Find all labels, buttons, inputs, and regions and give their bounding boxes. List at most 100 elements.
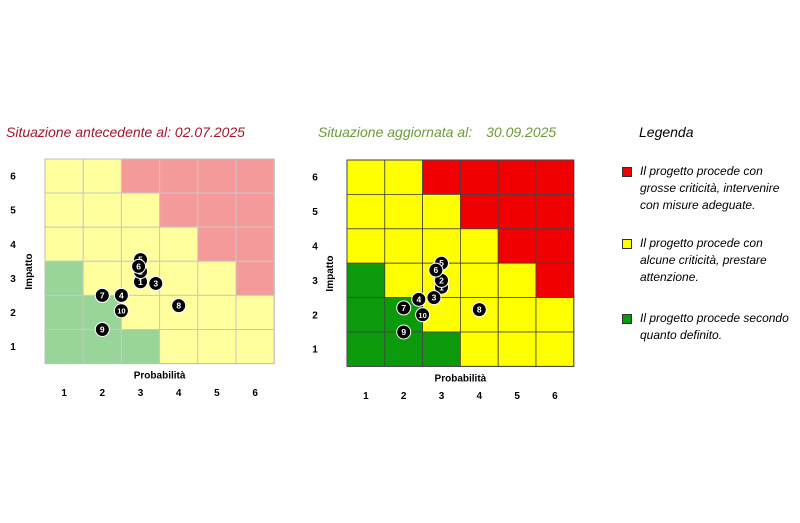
- risk-point-9: 9: [94, 322, 110, 337]
- risk-point-marker: [411, 291, 427, 307]
- matrix-cell: [120, 226, 161, 262]
- legend-swatch-green: [622, 314, 632, 324]
- matrix-cell: [82, 192, 122, 228]
- legend-swatch-red: [622, 167, 632, 177]
- risk-point-marker: [94, 287, 110, 303]
- x-tick-label: 5: [514, 391, 520, 402]
- matrix-cell: [346, 262, 386, 299]
- risk-point-4: 4: [113, 287, 129, 303]
- matrix-cell: [235, 329, 275, 365]
- matrix-cell: [44, 192, 84, 228]
- risk-point-marker: [113, 303, 129, 319]
- x-tick-label: 2: [100, 388, 106, 399]
- matrix-border: [44, 158, 275, 365]
- matrix-cell: [159, 260, 199, 296]
- risk-point-label: 10: [117, 307, 125, 316]
- y-tick-label: 2: [312, 310, 318, 321]
- matrix-cell: [235, 192, 275, 228]
- matrix-cell: [535, 159, 575, 195]
- risk-point-4: 4: [411, 291, 427, 307]
- x-tick-label: 4: [477, 391, 483, 402]
- matrix-cell: [384, 262, 423, 299]
- matrix-cell: [346, 159, 386, 195]
- y-tick-label: 6: [312, 173, 318, 184]
- matrix-cell: [44, 294, 84, 330]
- matrix-cell: [346, 297, 386, 333]
- risk-point-label: 9: [401, 327, 406, 337]
- legend-swatch-yellow: [622, 239, 632, 249]
- risk-point-marker: [428, 262, 444, 278]
- matrix-cell: [44, 260, 84, 296]
- matrix-cell: [497, 331, 537, 367]
- chart-left-title: Situazione antecedente al: 02.07.2025: [6, 124, 245, 140]
- y-tick-label: 5: [312, 207, 318, 218]
- risk-point-3: 3: [148, 275, 164, 291]
- y-tick-label: 1: [10, 342, 16, 353]
- risk-point-9: 9: [396, 324, 412, 340]
- matrix-cell: [535, 228, 575, 264]
- matrix-cell: [120, 329, 161, 365]
- risk-point-marker: [426, 290, 442, 306]
- matrix-cell: [384, 228, 423, 264]
- y-tick-label: 1: [312, 345, 318, 356]
- risk-point-8: 8: [171, 298, 187, 314]
- risk-point-marker: [396, 300, 412, 316]
- risk-point-label: 8: [477, 305, 482, 315]
- risk-point-marker: [131, 258, 147, 274]
- matrix-cell: [535, 331, 575, 367]
- risk-point-label: 1: [138, 277, 143, 287]
- x-tick-label: 6: [552, 391, 558, 402]
- matrix-cell: [384, 193, 423, 230]
- x-tick-label: 6: [252, 388, 258, 399]
- matrix-cell: [535, 297, 575, 333]
- matrix-cell: [197, 260, 237, 296]
- risk-point-label: 7: [100, 290, 105, 300]
- risk-point-marker: [113, 287, 129, 303]
- y-tick-label: 3: [312, 276, 318, 287]
- chart-right-title-date: 30.09.2025: [486, 124, 557, 140]
- matrix-cell: [159, 192, 199, 228]
- chart-left: 123456123456ProbabilitàImpatto1234567891…: [10, 158, 275, 399]
- risk-point-10: 10: [113, 303, 129, 319]
- matrix-cell: [535, 193, 575, 230]
- risk-point-7: 7: [396, 300, 412, 316]
- risk-point-10: 10: [415, 307, 431, 323]
- matrix-cell: [346, 193, 386, 230]
- matrix-cell: [459, 228, 499, 264]
- chart-right-title: Situazione aggiornata al: 30.09.2025: [318, 124, 556, 140]
- risk-point-3: 3: [426, 290, 442, 306]
- risk-point-label: 5: [439, 258, 444, 268]
- matrix-cell: [44, 226, 84, 262]
- x-tick-label: 5: [214, 388, 220, 399]
- legend-title: Legenda: [639, 124, 694, 140]
- y-axis-label: Impatto: [24, 253, 35, 289]
- matrix-cell: [120, 158, 161, 194]
- x-axis-label: Probabilità: [134, 371, 186, 382]
- matrix-cell: [346, 228, 386, 264]
- x-tick-label: 1: [363, 391, 369, 402]
- matrix-cell: [497, 228, 537, 264]
- matrix-cell: [197, 226, 237, 262]
- risk-point-label: 2: [439, 275, 444, 285]
- matrix-cell: [235, 158, 275, 194]
- matrix-cell: [159, 158, 199, 194]
- risk-point-8: 8: [471, 302, 487, 318]
- matrix-cell: [120, 192, 161, 228]
- matrix-cell: [497, 159, 537, 195]
- matrix-cell: [459, 193, 499, 230]
- risk-point-label: 10: [418, 311, 426, 320]
- risk-point-label: 9: [100, 325, 105, 335]
- matrix-cell: [422, 159, 461, 195]
- matrix-cell: [159, 226, 199, 262]
- legend-text-yellow: Il progetto procede con alcune criticità…: [640, 236, 767, 284]
- matrix-cell: [44, 329, 84, 365]
- y-tick-label: 6: [10, 172, 16, 183]
- risk-point-6: 6: [428, 262, 444, 278]
- matrix-cell: [159, 329, 199, 365]
- risk-point-marker: [471, 302, 487, 318]
- x-tick-label: 1: [61, 388, 67, 399]
- x-tick-label: 4: [176, 388, 182, 399]
- x-tick-label: 3: [138, 388, 144, 399]
- risk-point-1: 1: [133, 274, 148, 290]
